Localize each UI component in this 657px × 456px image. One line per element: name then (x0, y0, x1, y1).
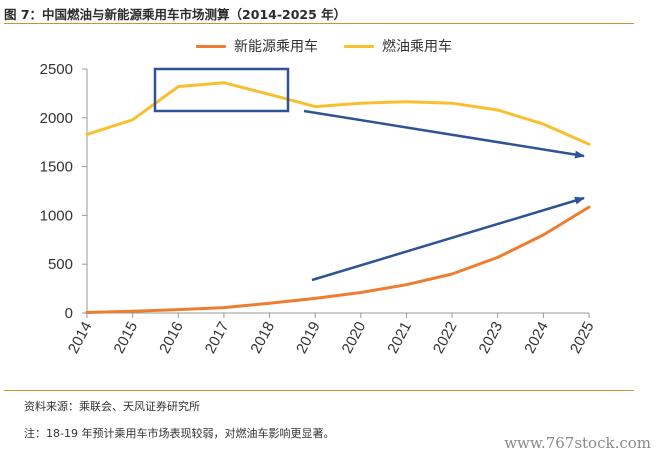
x-tick-label: 2021 (384, 319, 415, 356)
x-tick-label: 2018 (247, 319, 278, 356)
annotation-layer (153, 67, 585, 282)
y-tick-label: 1000 (40, 207, 73, 224)
x-tick-label: 2014 (65, 319, 96, 356)
series-line-fuel (85, 81, 591, 146)
x-tick-label: 2020 (339, 319, 370, 356)
series-layer (85, 81, 591, 314)
legend-swatch-nev (196, 44, 226, 48)
watermark: www.767stock.com (504, 434, 651, 452)
x-tick-label: 2016 (156, 319, 187, 356)
x-tick-label: 2017 (202, 319, 233, 356)
decline-arrow (303, 109, 585, 159)
legend: 新能源乘用车 燃油乘用车 (196, 36, 452, 56)
highlight-box (153, 67, 290, 113)
y-tick-label: 1500 (40, 159, 73, 176)
y-tick-label: 2500 (40, 61, 73, 78)
bottom-divider (4, 390, 634, 391)
x-tick-label: 2015 (110, 319, 141, 356)
top-divider (4, 23, 634, 24)
x-tick-label: 2023 (476, 319, 507, 356)
legend-swatch-fuel (344, 44, 374, 48)
x-tick-label: 2022 (430, 319, 461, 356)
chart-title: 图 7：中国燃油与新能源乘用车市场测算（2014-2025 年） (4, 7, 347, 22)
legend-item-nev: 新能源乘用车 (196, 36, 318, 56)
legend-label-fuel: 燃油乘用车 (382, 39, 452, 55)
y-tick-label: 0 (65, 305, 73, 322)
x-tick-label: 2019 (293, 319, 324, 356)
footnote: 注：18-19 年预计乘用车市场表现较弱，对燃油车影响更显著。 (24, 427, 335, 440)
legend-label-nev: 新能源乘用车 (234, 39, 318, 55)
legend-item-fuel: 燃油乘用车 (344, 36, 452, 56)
line-chart: 0 500 1000 1500 2000 2500 2014 2015 2016 2017 2018… (40, 61, 598, 356)
growth-arrow (311, 196, 585, 282)
y-tick-label: 2000 (40, 110, 73, 127)
source-note: 资料来源：乘联会、天风证券研究所 (24, 400, 200, 413)
y-tick-label: 500 (48, 256, 73, 273)
x-tick-label: 2025 (567, 319, 598, 356)
series-line-nev (85, 205, 591, 314)
x-tick-label: 2024 (521, 319, 552, 356)
